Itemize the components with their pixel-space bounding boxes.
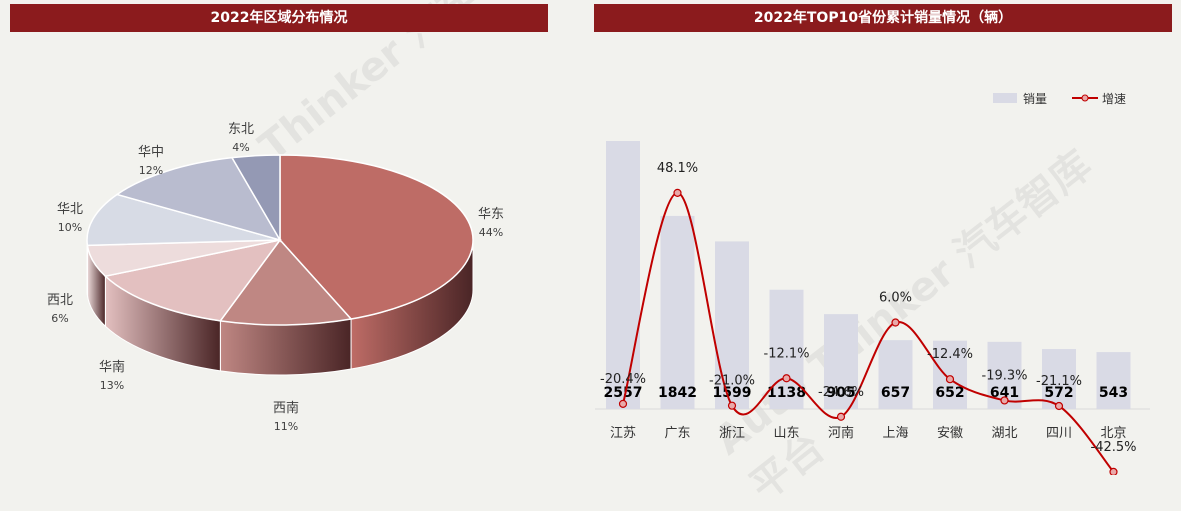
growth-label-湖北: -19.3% [982, 368, 1028, 383]
growth-point-江苏 [620, 400, 627, 407]
bar-江苏 [606, 141, 640, 409]
x-tick-四川: 四川 [1046, 426, 1072, 441]
legend-marker-growth [1082, 95, 1088, 101]
growth-label-江苏: -20.4% [600, 372, 646, 387]
bar-广东 [661, 216, 695, 409]
x-tick-河南: 河南 [828, 425, 854, 441]
growth-point-北京 [1110, 468, 1117, 475]
growth-line [623, 193, 1114, 472]
x-tick-北京: 北京 [1100, 426, 1126, 441]
growth-label-山东: -12.1% [764, 346, 810, 361]
x-tick-江苏: 江苏 [610, 425, 636, 441]
growth-point-河南 [838, 413, 845, 420]
x-tick-安徽: 安徽 [937, 426, 963, 441]
bar-value-安徽: 652 [935, 385, 964, 401]
growth-point-湖北 [1001, 397, 1008, 404]
x-tick-湖北: 湖北 [991, 426, 1017, 441]
bar-value-北京: 543 [1099, 385, 1128, 401]
x-tick-山东: 山东 [773, 426, 799, 441]
x-tick-浙江: 浙江 [719, 426, 745, 441]
legend-swatch-sales [993, 93, 1017, 103]
bar-value-广东: 1842 [658, 385, 697, 401]
growth-point-浙江 [729, 402, 736, 409]
legend-label-growth: 增速 [1102, 92, 1126, 106]
legend-label-sales: 销量 [1023, 92, 1047, 106]
growth-label-广东: 48.1% [657, 161, 698, 176]
bar-value-江苏: 2557 [604, 385, 643, 401]
bar-value-上海: 657 [881, 385, 910, 401]
x-tick-广东: 广东 [664, 426, 690, 441]
growth-point-广东 [674, 189, 681, 196]
growth-label-浙江: -21.0% [709, 374, 755, 389]
growth-point-四川 [1056, 402, 1063, 409]
growth-label-四川: -21.1% [1036, 374, 1082, 389]
province-sales-chart: 2557江苏1842广东1599浙江1138山东905河南657上海652安徽6… [0, 0, 1181, 475]
growth-point-上海 [892, 319, 899, 326]
x-tick-上海: 上海 [882, 426, 908, 441]
growth-label-上海: 6.0% [879, 291, 912, 306]
growth-label-安徽: -12.4% [927, 347, 973, 362]
growth-point-山东 [783, 375, 790, 382]
growth-label-河南: -24.6% [818, 385, 864, 400]
growth-point-安徽 [947, 376, 954, 383]
growth-label-北京: -42.5% [1091, 440, 1137, 455]
